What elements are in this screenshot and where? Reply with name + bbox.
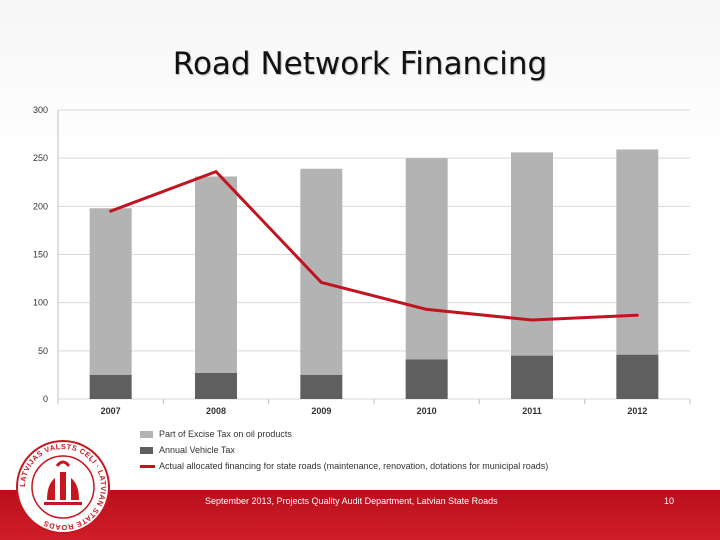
x-tick-label: 2008 [206,406,226,416]
legend-swatch-vehicle-tax [140,446,153,454]
bar-excise-tax [195,176,237,373]
bar-vehicle-tax [300,374,343,399]
y-tick-label: 0 [43,394,48,404]
bar-vehicle-tax [511,355,553,399]
line-point-actual [636,313,639,317]
bar-vehicle-tax [195,372,237,399]
legend-item-vehicle-tax: Annual Vehicle Tax [140,442,548,458]
x-tick-label: 2011 [522,406,542,416]
line-actual-financing [109,170,639,322]
bar-vehicle-tax [89,374,132,399]
y-tick-label: 100 [33,298,48,308]
line-point-actual [109,209,112,213]
legend-swatch-actual [140,464,155,468]
stacked-bar-line-chart: 0 50 100 150 200 250 300 2007 2008 2009 2010 2011 20… [33,105,691,416]
y-tick-label: 300 [33,105,48,115]
footer-text: September 2013, Projects Quality Audit D… [205,496,498,506]
bar-excise-tax [405,158,448,360]
bar-excise-tax [89,208,132,375]
line-point-actual [320,281,323,284]
line-point-actual [214,170,218,173]
legend-label-excise: Part of Excise Tax on oil products [159,429,292,439]
bar-vehicle-tax [616,354,659,399]
x-tick-label: 2007 [101,406,121,416]
legend-label-actual: Actual allocated financing for state roa… [159,461,549,471]
y-tick-label: 250 [33,153,48,163]
y-tick-label: 150 [33,250,48,260]
line-point-actual [530,318,534,322]
x-tick-label: 2012 [627,406,647,416]
chart-legend: Part of Excise Tax on oil products Annua… [140,426,548,474]
page-number: 10 [664,496,675,506]
x-tick-label: 2010 [417,406,437,416]
x-tick-label: 2009 [311,406,331,416]
bar-excise-tax [511,152,553,356]
y-tick-label: 50 [38,346,48,356]
legend-item-excise: Part of Excise Tax on oil products [140,426,548,442]
legend-swatch-excise [140,430,153,438]
line-point-actual [425,308,428,311]
latvian-state-roads-logo: LATVIJAS VALSTS CEĻI · LATVIAN STATE ROA… [16,440,110,534]
legend-label-vehicle-tax: Annual Vehicle Tax [159,445,235,455]
bar-vehicle-tax [405,359,448,399]
footer-bar [0,490,720,540]
bar-excise-tax [300,168,343,375]
legend-item-actual: Actual allocated financing for state roa… [140,458,548,474]
bar-excise-tax [616,149,659,355]
y-tick-label: 200 [33,201,48,211]
page-title: Road Network Financing [172,46,548,82]
